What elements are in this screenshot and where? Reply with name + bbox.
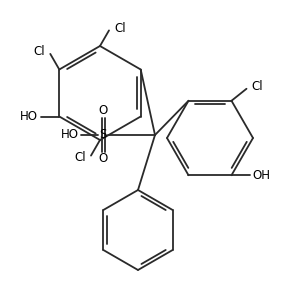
Text: O: O [98, 153, 108, 165]
Text: Cl: Cl [74, 151, 86, 164]
Text: OH: OH [252, 169, 271, 182]
Text: O: O [98, 105, 108, 117]
Text: Cl: Cl [252, 80, 263, 93]
Text: HO: HO [61, 128, 79, 142]
Text: S: S [99, 128, 107, 142]
Text: Cl: Cl [34, 45, 45, 58]
Text: HO: HO [20, 110, 38, 123]
Text: Cl: Cl [114, 22, 126, 35]
